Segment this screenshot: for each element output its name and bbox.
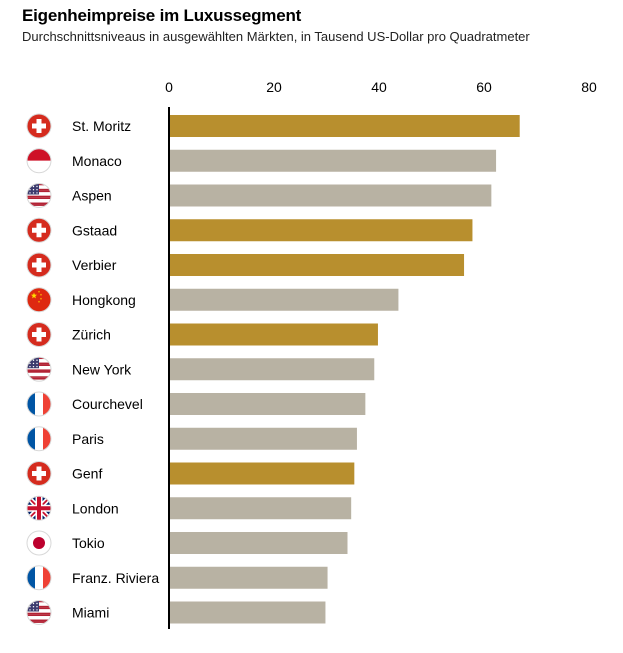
uk-flag-icon [26, 495, 52, 521]
bar [170, 427, 357, 450]
chart-title: Eigenheimpreise im Luxussegment [22, 6, 302, 25]
usa-flag-icon [26, 600, 52, 625]
switzerland-flag-icon [26, 322, 52, 347]
x-tick-label: 0 [165, 79, 173, 95]
category-label: Courchevel [72, 396, 143, 412]
china-flag-icon [26, 287, 52, 313]
category-label: Hongkong [72, 292, 136, 308]
category-label: Miami [72, 605, 109, 621]
bar [170, 601, 326, 624]
category-label: Zürich [72, 327, 111, 343]
bar [170, 115, 520, 137]
bar [170, 532, 348, 554]
x-tick-label: 60 [476, 79, 492, 95]
bar [170, 462, 355, 485]
france-flag-icon [26, 565, 52, 591]
category-label: Gstaad [72, 222, 117, 238]
bar [170, 288, 399, 311]
category-label: Paris [72, 431, 104, 447]
bar [170, 497, 352, 520]
bar [170, 254, 465, 276]
category-label: Monaco [72, 153, 122, 169]
switzerland-flag-icon [26, 113, 52, 139]
flags-group [26, 113, 52, 625]
bar [170, 323, 378, 346]
x-axis-ticks: 0 20 40 60 80 [165, 79, 597, 95]
category-label: Aspen [72, 188, 112, 204]
monaco-flag-icon [26, 148, 52, 174]
category-label: St. Moritz [72, 118, 131, 134]
chart-subtitle: Durchschnittsniveaus in ausgewählten Mär… [22, 29, 530, 44]
category-label: Genf [72, 466, 102, 482]
x-tick-label: 80 [581, 79, 597, 95]
category-label: New York [72, 361, 132, 377]
x-tick-label: 40 [371, 79, 387, 95]
bar [170, 219, 473, 242]
bar [170, 358, 375, 381]
x-tick-label: 20 [266, 79, 282, 95]
usa-flag-icon [26, 183, 52, 208]
bar [170, 393, 366, 415]
category-labels: St. Moritz Monaco Aspen Gstaad Verbier Hongko… [72, 118, 159, 621]
france-flag-icon [26, 391, 52, 417]
bar [170, 184, 492, 207]
category-label: Tokio [72, 535, 105, 551]
category-label: London [72, 500, 119, 516]
category-label: Franz. Riviera [72, 570, 159, 586]
bars-group [170, 115, 520, 624]
bar [170, 149, 497, 172]
switzerland-flag-icon [26, 217, 52, 243]
category-label: Verbier [72, 257, 117, 273]
switzerland-flag-icon [26, 252, 52, 278]
bar [170, 566, 328, 589]
usa-flag-icon [26, 356, 52, 382]
france-flag-icon [26, 426, 52, 452]
switzerland-flag-icon [26, 461, 52, 486]
japan-flag-icon [26, 530, 52, 556]
